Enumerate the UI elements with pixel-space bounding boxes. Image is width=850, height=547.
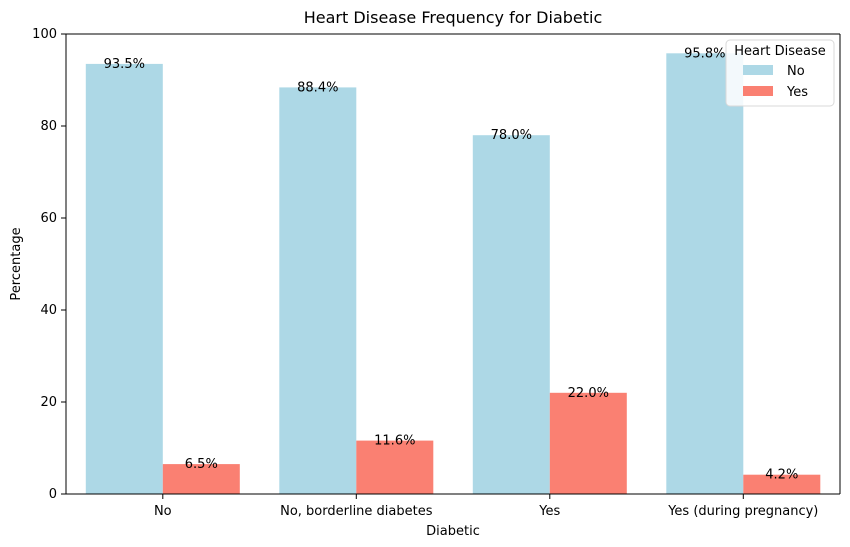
data-label-no-2: 78.0% bbox=[491, 128, 532, 143]
y-tick-label-2: 40 bbox=[40, 303, 57, 318]
y-tick-label-4: 80 bbox=[40, 119, 57, 134]
x-axis-label: Diabetic bbox=[426, 524, 480, 539]
x-tick-label-0: No bbox=[154, 504, 172, 519]
legend-swatch-no bbox=[743, 65, 773, 75]
legend-swatch-yes bbox=[743, 86, 773, 96]
y-tick-label-5: 100 bbox=[32, 27, 57, 42]
data-label-no-1: 88.4% bbox=[297, 80, 338, 95]
data-label-no-0: 93.5% bbox=[104, 57, 145, 72]
bar-no-0 bbox=[85, 63, 163, 495]
legend-label-yes: Yes bbox=[786, 85, 808, 100]
bar-yes-3 bbox=[743, 474, 821, 494]
data-label-yes-0: 6.5% bbox=[185, 457, 218, 472]
chart-title: Heart Disease Frequency for Diabetic bbox=[304, 8, 603, 27]
axes: No No, borderline diabetes Yes Yes (during … bbox=[32, 27, 841, 519]
bar-yes-0 bbox=[162, 464, 240, 494]
y-tick-label-3: 60 bbox=[40, 211, 57, 226]
data-label-yes-3: 4.2% bbox=[765, 468, 798, 483]
data-label-no-3: 95.8% bbox=[684, 46, 725, 61]
plot-area: 93.5% 6.5% 88.4% 11.6% 78.0% 22.0% 95.8% 4.2% bbox=[85, 46, 821, 495]
legend: Heart Disease No Yes bbox=[725, 39, 835, 107]
x-tick-label-3: Yes (during pregnancy) bbox=[667, 504, 818, 519]
bar-yes-1 bbox=[356, 440, 434, 494]
bar-no-1 bbox=[279, 87, 357, 495]
x-tick-label-2: Yes bbox=[538, 504, 560, 519]
legend-title: Heart Disease bbox=[734, 44, 825, 59]
bar-yes-2 bbox=[549, 392, 627, 494]
y-tick-label-1: 20 bbox=[40, 395, 57, 410]
x-tick-label-1: No, borderline diabetes bbox=[280, 504, 433, 519]
bar-no-3 bbox=[666, 53, 744, 495]
bar-no-2 bbox=[472, 135, 550, 494]
data-label-yes-2: 22.0% bbox=[568, 386, 609, 401]
y-tick-label-0: 0 bbox=[49, 487, 57, 502]
data-label-yes-1: 11.6% bbox=[374, 434, 415, 449]
legend-label-no: No bbox=[787, 64, 805, 79]
y-axis-label: Percentage bbox=[9, 227, 24, 300]
